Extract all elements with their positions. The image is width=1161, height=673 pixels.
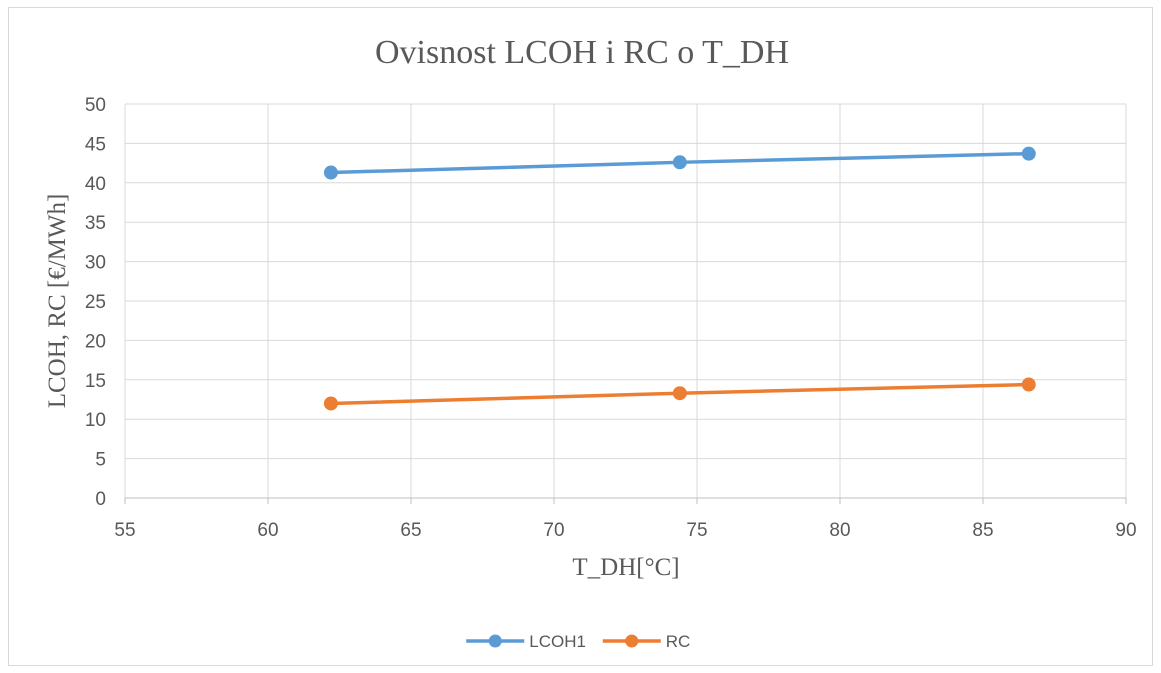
x-tick-label: 65 <box>400 520 421 541</box>
x-tick-label: 60 <box>257 520 278 541</box>
x-tick-label: 90 <box>1115 520 1136 541</box>
x-tick-label: 55 <box>114 520 135 541</box>
y-tick-label: 10 <box>85 410 106 431</box>
data-point <box>1021 146 1036 161</box>
y-tick-label: 20 <box>85 331 106 352</box>
axes: 0 5 10 15 20 25 30 35 40 45 50 55 60 65 70 75 80 85 90 <box>85 95 1137 541</box>
y-tick-label: 25 <box>85 292 106 313</box>
legend: LCOH1 RC <box>466 632 690 651</box>
legend-item: RC <box>602 632 691 651</box>
data-point <box>323 396 338 411</box>
y-tick-label: 45 <box>85 134 106 155</box>
y-tick-label: 0 <box>95 489 106 510</box>
x-tick-label: 80 <box>829 520 850 541</box>
legend-label: RC <box>666 632 691 651</box>
data-point <box>1021 377 1036 392</box>
y-tick-label: 50 <box>85 95 106 116</box>
data-point <box>672 386 687 401</box>
y-tick-label: 30 <box>85 253 106 274</box>
x-tick-label: 70 <box>543 520 564 541</box>
legend-marker <box>625 634 639 648</box>
x-axis-title: T_DH[°C] <box>572 554 679 581</box>
series-rc <box>323 377 1036 411</box>
chart-title: Ovisnost LCOH i RC o T_DH <box>375 34 789 71</box>
legend-item: LCOH1 <box>466 632 586 651</box>
legend-label: LCOH1 <box>529 632 586 651</box>
y-tick-label: 40 <box>85 174 106 195</box>
grid <box>124 103 1127 498</box>
y-tick-label: 15 <box>85 371 106 392</box>
y-axis-title: LCOH, RC [€/MWh] <box>44 194 71 409</box>
chart-area <box>8 7 1153 666</box>
legend-marker <box>488 634 502 648</box>
series-layer <box>323 146 1036 411</box>
x-tick-label: 75 <box>686 520 707 541</box>
data-point <box>323 165 338 180</box>
series-lcoh1 <box>323 146 1036 180</box>
y-tick-label: 35 <box>85 213 106 234</box>
y-tick-label: 5 <box>95 450 106 471</box>
x-tick-label: 85 <box>972 520 993 541</box>
data-point <box>672 155 687 170</box>
